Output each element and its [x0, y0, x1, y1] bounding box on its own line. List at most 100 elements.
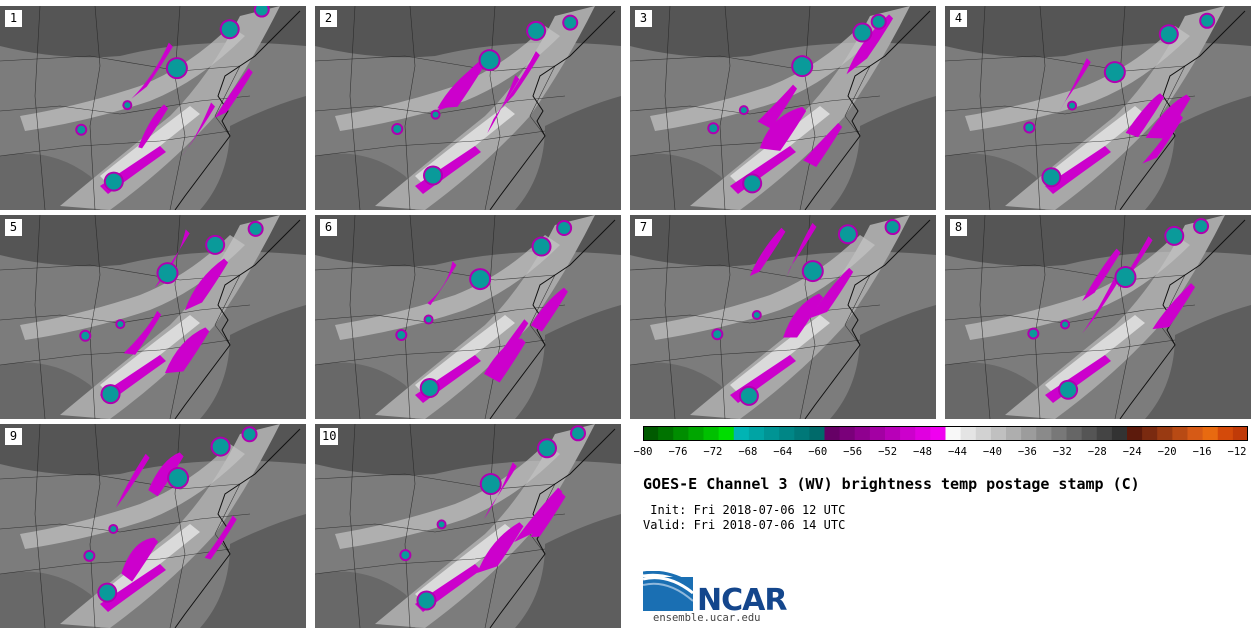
convective-cell-core	[873, 16, 885, 28]
convective-cell-core	[1029, 330, 1037, 338]
colorbar-tick-label: −76	[668, 446, 687, 458]
convective-cell-core	[804, 262, 822, 280]
convective-cell-core	[528, 23, 544, 39]
colorbar-swatch	[1036, 426, 1052, 441]
colorbar-tick-label: −80	[634, 446, 653, 458]
colorbar-swatch	[734, 426, 750, 441]
colorbar-swatch	[779, 426, 795, 441]
stamp-panel-7[interactable]: 7	[630, 215, 936, 419]
convective-cell-core	[1043, 169, 1059, 185]
convective-cell-core	[1060, 382, 1076, 398]
stamp-map	[630, 6, 936, 210]
convective-cell-core	[207, 237, 223, 253]
colorbar-swatch	[719, 426, 735, 441]
convective-cell-core	[481, 51, 499, 69]
convective-cell-core	[422, 380, 438, 396]
colorbar-tick-label: −36	[1018, 446, 1037, 458]
stamp-panel-1[interactable]: 1	[0, 6, 306, 210]
colorbar-swatch	[885, 426, 901, 441]
convective-cell-core	[433, 112, 439, 118]
stamp-map	[315, 215, 621, 419]
colorbar-swatch	[643, 426, 659, 441]
convective-cell-core	[158, 264, 176, 282]
convective-cell-core	[222, 21, 238, 37]
convective-cell-core	[250, 223, 262, 235]
convective-cell-core	[1201, 15, 1213, 27]
convective-cell-core	[482, 475, 500, 493]
convective-cell-core	[741, 388, 757, 404]
stamp-panel-5[interactable]: 5	[0, 215, 306, 419]
colorbar-swatch	[764, 426, 780, 441]
convective-cell-core	[124, 102, 130, 108]
colorbar-swatch	[1082, 426, 1098, 441]
convective-cell-core	[1195, 220, 1207, 232]
colorbar-swatch	[1172, 426, 1188, 441]
colorbar-swatch	[855, 426, 871, 441]
stamp-map	[630, 215, 936, 419]
convective-cell-core	[713, 330, 721, 338]
colorbar-swatch	[1233, 426, 1248, 441]
stamp-panel-10[interactable]: 10	[315, 424, 621, 628]
convective-cell-core	[110, 526, 116, 532]
colorbar-swatch	[1142, 426, 1158, 441]
colorbar-swatch	[673, 426, 689, 441]
stamp-map	[315, 6, 621, 210]
colorbar-swatch	[1051, 426, 1067, 441]
panel-number: 7	[635, 219, 652, 236]
colorbar-swatch	[991, 426, 1007, 441]
stamp-panel-2[interactable]: 2	[315, 6, 621, 210]
panel-number: 5	[5, 219, 22, 236]
stamp-panel-9[interactable]: 9	[0, 424, 306, 628]
colorbar-tick-label: −68	[738, 446, 757, 458]
stamp-panel-4[interactable]: 4	[945, 6, 1251, 210]
convective-cell-core	[213, 439, 229, 455]
colorbar-swatch	[1006, 426, 1022, 441]
convective-cell-core	[1069, 103, 1075, 109]
convective-cell-core	[81, 332, 89, 340]
colorbar-tick-label: −28	[1088, 446, 1107, 458]
stamp-panel-8[interactable]: 8	[945, 215, 1251, 419]
convective-cell-core	[558, 222, 570, 234]
panel-number: 8	[950, 219, 967, 236]
convective-cell-core	[244, 428, 256, 440]
colorbar-swatch	[930, 426, 946, 441]
convective-cell-core	[1062, 321, 1068, 327]
colorbar-swatch	[809, 426, 825, 441]
colorbar-tick-label: −60	[808, 446, 827, 458]
convective-cell-core	[741, 107, 747, 113]
stamp-panel-6[interactable]: 6	[315, 215, 621, 419]
colorbar-tick-label: −32	[1053, 446, 1072, 458]
convective-cell-core	[754, 312, 760, 318]
colorbar-tick-label: −72	[703, 446, 722, 458]
colorbar-swatch	[1021, 426, 1037, 441]
stamp-map	[945, 215, 1251, 419]
colorbar-swatch	[1112, 426, 1128, 441]
logo-url: ensemble.ucar.edu	[653, 612, 760, 624]
colorbar-swatch	[1203, 426, 1219, 441]
convective-cell-core	[85, 552, 93, 560]
colorbar-swatch	[976, 426, 992, 441]
colorbar-tick-label: −64	[773, 446, 792, 458]
stamp-panel-3[interactable]: 3	[630, 6, 936, 210]
colorbar-swatch	[840, 426, 856, 441]
panel-number: 6	[320, 219, 337, 236]
convective-cell-core	[709, 124, 717, 132]
colorbar-swatch	[688, 426, 704, 441]
colorbar-swatch	[900, 426, 916, 441]
convective-cell-core	[425, 167, 441, 183]
stamp-map	[0, 424, 306, 628]
figure-title: GOES-E Channel 3 (WV) brightness temp po…	[643, 475, 1140, 493]
convective-cell-core	[744, 175, 760, 191]
colorbar-swatch	[825, 426, 841, 441]
colorbar-tick-label: −52	[878, 446, 897, 458]
convective-cell-core	[426, 317, 432, 323]
colorbar-swatch	[1157, 426, 1173, 441]
convective-cell-core	[1116, 268, 1134, 286]
colorbar-swatch	[658, 426, 674, 441]
convective-cell-core	[564, 17, 576, 29]
panel-number: 10	[320, 428, 338, 445]
colorbar-tick-label: −20	[1158, 446, 1177, 458]
convective-cell-core	[1166, 228, 1182, 244]
colorbar-swatch	[1218, 426, 1234, 441]
panel-number: 9	[5, 428, 22, 445]
